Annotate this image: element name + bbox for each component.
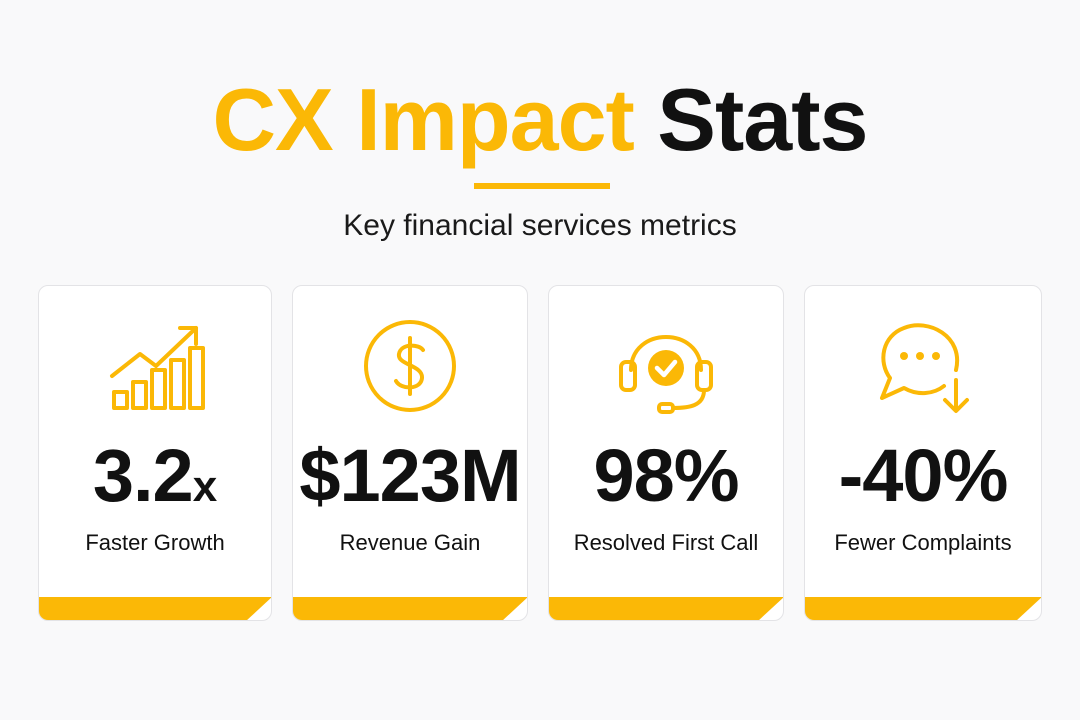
- stat-value: -40%: [838, 434, 1009, 517]
- stat-label: Revenue Gain: [339, 530, 481, 555]
- growth-chart-icon: [100, 316, 210, 416]
- title-dark: Stats: [657, 70, 868, 169]
- stat-value: $123M: [299, 434, 521, 517]
- stat-label: Faster Growth: [85, 530, 225, 555]
- card-accent-band: [548, 597, 784, 621]
- stat-card-revenue: $123M Revenue Gain: [292, 285, 528, 621]
- stat-card-complaints: -40% Fewer Complaints: [804, 285, 1042, 621]
- title-divider: [474, 183, 610, 189]
- stat-value: 98%: [593, 434, 739, 517]
- stat-value-suffix: x: [192, 462, 218, 511]
- card-accent-band: [292, 597, 528, 621]
- dollar-coin-icon: [355, 316, 465, 416]
- stat-label: Resolved First Call: [573, 530, 759, 555]
- chat-down-arrow-icon: [868, 316, 978, 416]
- title-accent: CX Impact: [212, 70, 635, 169]
- page-title: CX Impact Stats: [0, 72, 1080, 168]
- stat-card-growth: 3.2x Faster Growth: [38, 285, 272, 621]
- card-accent-band: [804, 597, 1042, 621]
- stat-card-resolved: 98% Resolved First Call: [548, 285, 784, 621]
- card-accent-band: [38, 597, 272, 621]
- page-subtitle: Key financial services metrics: [343, 209, 737, 242]
- stat-value: 3.2x: [92, 434, 218, 517]
- stat-label: Fewer Complaints: [834, 530, 1012, 555]
- headset-check-icon: [611, 316, 721, 416]
